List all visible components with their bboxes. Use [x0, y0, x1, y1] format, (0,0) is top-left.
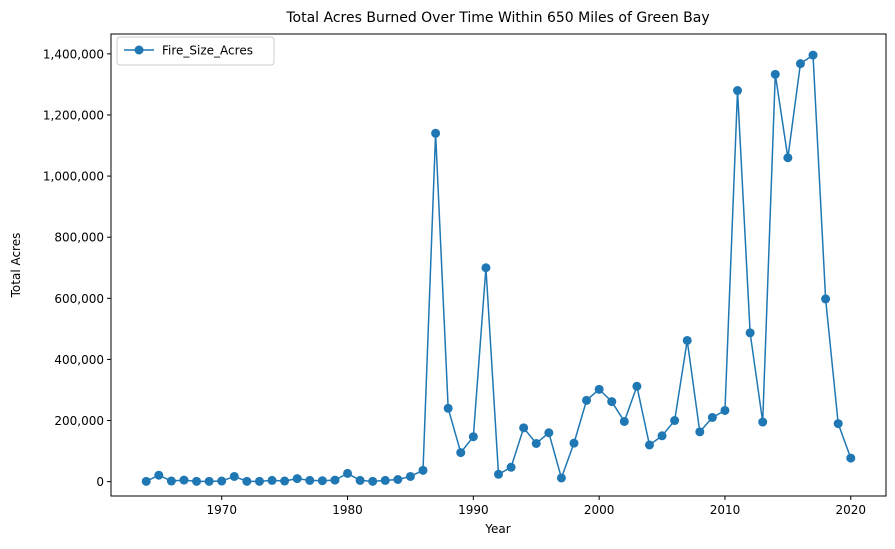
data-point — [619, 416, 629, 426]
data-point — [166, 476, 176, 486]
legend-marker-sample — [134, 45, 144, 55]
data-point — [192, 476, 202, 486]
y-tick-label: 600,000 — [54, 292, 104, 306]
data-point — [242, 476, 252, 486]
x-tick-label: 1980 — [332, 503, 363, 517]
data-point — [783, 153, 793, 163]
legend: Fire_Size_Acres — [116, 36, 275, 66]
data-point — [833, 419, 843, 429]
data-point — [179, 475, 189, 485]
chart-title: Total Acres Burned Over Time Within 650 … — [285, 10, 709, 26]
data-point — [292, 474, 302, 484]
data-point — [431, 128, 441, 138]
data-point — [418, 465, 428, 475]
x-tick-label: 1970 — [206, 503, 237, 517]
y-tick-label: 200,000 — [54, 414, 104, 428]
legend-box — [116, 36, 275, 66]
data-point — [657, 431, 667, 441]
data-point — [141, 476, 151, 486]
data-point — [808, 50, 818, 60]
data-point — [582, 395, 592, 405]
data-point — [707, 412, 717, 422]
data-point — [204, 476, 214, 486]
data-point — [380, 475, 390, 485]
y-axis-label: Total Acres — [9, 233, 23, 299]
data-point — [393, 475, 403, 484]
data-point — [506, 462, 516, 472]
data-point — [720, 405, 730, 415]
data-point — [556, 473, 566, 483]
data-point — [795, 59, 805, 69]
data-point — [632, 381, 642, 391]
data-point — [544, 428, 554, 438]
data-point — [468, 432, 478, 442]
data-point — [254, 476, 264, 486]
data-point — [682, 335, 692, 345]
x-tick-label: 2020 — [835, 503, 866, 517]
data-point — [670, 416, 680, 426]
y-tick-label: 1,200,000 — [43, 108, 104, 122]
data-point — [443, 403, 453, 413]
legend-label: Fire_Size_Acres — [162, 44, 253, 58]
data-point — [607, 397, 617, 407]
data-point — [317, 476, 327, 486]
data-point — [695, 427, 705, 437]
data-point — [846, 453, 856, 463]
plot-area: 1970 1980 1990 2000 2010 2020 0 200,000 400,000 6… — [43, 47, 866, 517]
data-point — [770, 69, 780, 79]
data-point — [355, 475, 365, 485]
data-point — [494, 469, 503, 479]
data-point — [758, 417, 768, 427]
data-point — [343, 468, 353, 478]
y-tick-label: 1,400,000 — [43, 47, 104, 61]
data-point — [267, 475, 277, 485]
data-point — [594, 384, 604, 394]
series-line — [145, 54, 852, 483]
data-point — [217, 476, 227, 486]
data-point — [821, 294, 831, 304]
y-tick-label: 800,000 — [54, 231, 104, 245]
data-point — [456, 448, 466, 458]
data-point — [280, 476, 290, 486]
data-point — [644, 440, 654, 450]
x-tick-label: 2000 — [584, 503, 615, 517]
data-point — [745, 328, 755, 338]
data-point — [154, 470, 164, 480]
data-point — [229, 471, 239, 481]
data-point — [330, 475, 340, 485]
x-axis-label: Year — [484, 522, 510, 536]
data-point — [733, 86, 743, 96]
data-point — [368, 476, 378, 486]
data-point — [569, 438, 579, 448]
data-point — [481, 263, 491, 273]
data-point — [531, 438, 541, 448]
y-tick-label: 400,000 — [54, 353, 104, 367]
x-tick-label: 2010 — [710, 503, 741, 517]
data-point — [519, 423, 529, 433]
y-tick-label: 0 — [96, 475, 104, 489]
x-tick-label: 1990 — [458, 503, 489, 517]
data-point — [405, 471, 415, 481]
y-tick-label: 1,000,000 — [43, 170, 104, 184]
plot-frame — [110, 33, 887, 497]
data-point — [305, 475, 315, 485]
